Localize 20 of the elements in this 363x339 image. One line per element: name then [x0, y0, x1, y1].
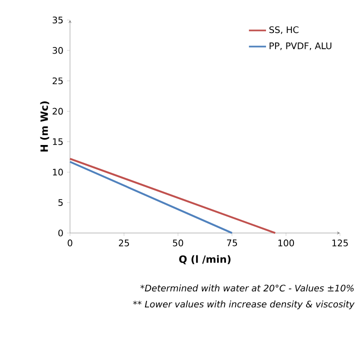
text: ** Lower values with increase density & viscosity	[133, 300, 355, 310]
y-tick-label: 30	[52, 47, 63, 54]
text: *Determined with water at 20°C - Values ±10%	[140, 284, 354, 292]
x-tick-label: 125	[332, 240, 348, 246]
y-tick-label: 0	[58, 230, 63, 236]
y-tick-label: 35	[52, 16, 63, 24]
x-axis-title: Q (l /min)	[179, 255, 230, 264]
x-tick-label: 25	[118, 240, 129, 246]
x-tick-label: 75	[227, 240, 237, 246]
y-axis-title: H (m Wc)	[40, 101, 50, 152]
x-tick-label: 100	[278, 240, 294, 246]
x-tick-label: 50	[172, 240, 184, 246]
y-tick-label: 5	[58, 199, 63, 206]
legend-label: PP, PVDF, ALU	[270, 42, 332, 50]
x-tick-label: 0	[68, 240, 72, 246]
legend-label: SS, HC	[269, 26, 299, 34]
y-tick-label: 25	[52, 77, 63, 84]
y-tick-label: 15	[53, 138, 63, 146]
y-tick-label: 10	[53, 168, 63, 176]
y-tick-label: 20	[52, 108, 63, 115]
